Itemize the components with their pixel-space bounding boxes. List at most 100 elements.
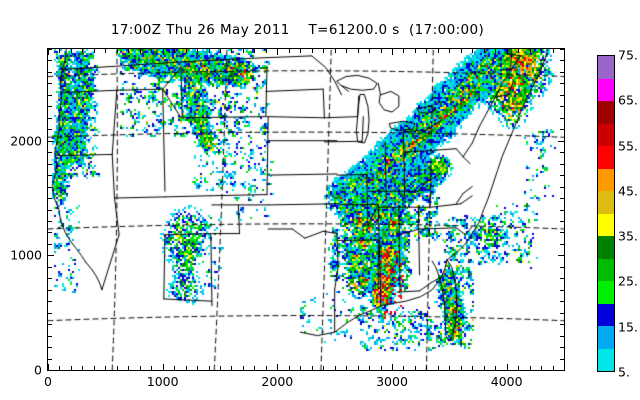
axis-tick: [48, 290, 52, 291]
reflectivity-map-canvas: [48, 49, 564, 370]
axis-tick: [495, 49, 496, 53]
axis-tick: [254, 49, 255, 53]
axis-tick: [560, 336, 564, 337]
axis-tick: [209, 366, 210, 370]
axis-tick: [82, 49, 83, 53]
x-axis-tick-label: 4000: [490, 374, 523, 389]
axis-tick: [541, 366, 542, 370]
axis-tick: [48, 278, 52, 279]
axis-tick: [48, 232, 52, 233]
axis-tick: [151, 366, 152, 370]
axis-tick: [48, 359, 52, 360]
axis-tick: [564, 366, 565, 370]
axis-tick: [560, 278, 564, 279]
axis-tick: [48, 336, 52, 337]
axis-tick: [289, 366, 290, 370]
axis-tick: [231, 366, 232, 370]
axis-tick: [323, 49, 324, 53]
axis-tick: [220, 49, 221, 53]
axis-tick: [415, 366, 416, 370]
axis-tick: [266, 49, 267, 53]
axis-tick: [48, 324, 52, 325]
y-axis-tick-label: 1000: [10, 247, 42, 263]
axis-tick: [564, 49, 565, 53]
x-axis-tick-label: 0: [44, 374, 52, 389]
axis-tick: [277, 49, 278, 55]
colorbar-tick-label: 15.: [618, 319, 638, 335]
y-axis-tick-label: 2000: [10, 133, 42, 149]
y-axis-tick-label: 0: [34, 362, 42, 378]
axis-tick: [48, 49, 49, 55]
axis-tick: [48, 210, 52, 211]
axis-tick: [415, 49, 416, 53]
axis-tick: [381, 366, 382, 370]
axis-tick: [48, 187, 52, 188]
axis-tick: [117, 366, 118, 370]
axis-tick: [560, 164, 564, 165]
axis-tick: [71, 366, 72, 370]
axis-tick: [197, 366, 198, 370]
axis-tick: [300, 366, 301, 370]
axis-tick: [48, 60, 52, 61]
axis-tick: [484, 49, 485, 53]
axis-tick: [300, 49, 301, 53]
axis-tick: [560, 106, 564, 107]
axis-tick: [449, 366, 450, 370]
axis-tick: [140, 366, 141, 370]
axis-tick: [403, 366, 404, 370]
axis-tick: [117, 49, 118, 53]
axis-tick: [48, 175, 52, 176]
axis-tick: [426, 49, 427, 53]
axis-tick: [560, 267, 564, 268]
axis-tick: [553, 366, 554, 370]
axis-tick: [560, 175, 564, 176]
axis-tick: [369, 366, 370, 370]
x-axis-tick-label: 1000: [146, 374, 179, 389]
axis-tick: [94, 366, 95, 370]
colorbar-band: [598, 258, 614, 281]
x-axis-tick-label: 2000: [261, 374, 294, 389]
axis-tick: [507, 49, 508, 55]
axis-tick: [231, 49, 232, 53]
axis-tick: [560, 221, 564, 222]
axis-tick: [48, 255, 54, 256]
colorbar: [597, 55, 615, 372]
colorbar-band: [598, 236, 614, 259]
axis-tick: [186, 366, 187, 370]
axis-tick: [560, 232, 564, 233]
axis-tick: [48, 370, 54, 371]
axis-tick: [94, 49, 95, 53]
axis-tick: [335, 366, 336, 370]
axis-tick: [151, 49, 152, 53]
axis-tick: [289, 49, 290, 53]
axis-tick: [484, 366, 485, 370]
colorbar-tick-label: 55.: [618, 138, 638, 154]
axis-tick: [346, 49, 347, 53]
axis-tick: [560, 198, 564, 199]
axis-tick: [560, 152, 564, 153]
axis-tick: [472, 366, 473, 370]
colorbar-band: [598, 101, 614, 124]
axis-tick: [48, 129, 52, 130]
x-axis-tick-label: 3000: [376, 374, 408, 389]
axis-tick: [392, 364, 393, 370]
axis-tick: [560, 347, 564, 348]
axis-tick: [48, 141, 54, 142]
axis-tick: [530, 366, 531, 370]
axis-tick: [48, 72, 52, 73]
axis-tick: [358, 366, 359, 370]
axis-tick: [403, 49, 404, 53]
axis-tick: [449, 49, 450, 53]
colorbar-band: [598, 191, 614, 214]
axis-tick: [82, 366, 83, 370]
axis-tick: [560, 129, 564, 130]
colorbar-tick-label: 65.: [618, 92, 638, 108]
axis-tick: [438, 49, 439, 53]
axis-tick: [197, 49, 198, 53]
axis-tick: [48, 244, 52, 245]
axis-tick: [174, 49, 175, 53]
colorbar-band: [598, 213, 614, 236]
colorbar-tick-label: 25.: [618, 273, 638, 289]
colorbar-tick-label: 45.: [618, 183, 638, 199]
